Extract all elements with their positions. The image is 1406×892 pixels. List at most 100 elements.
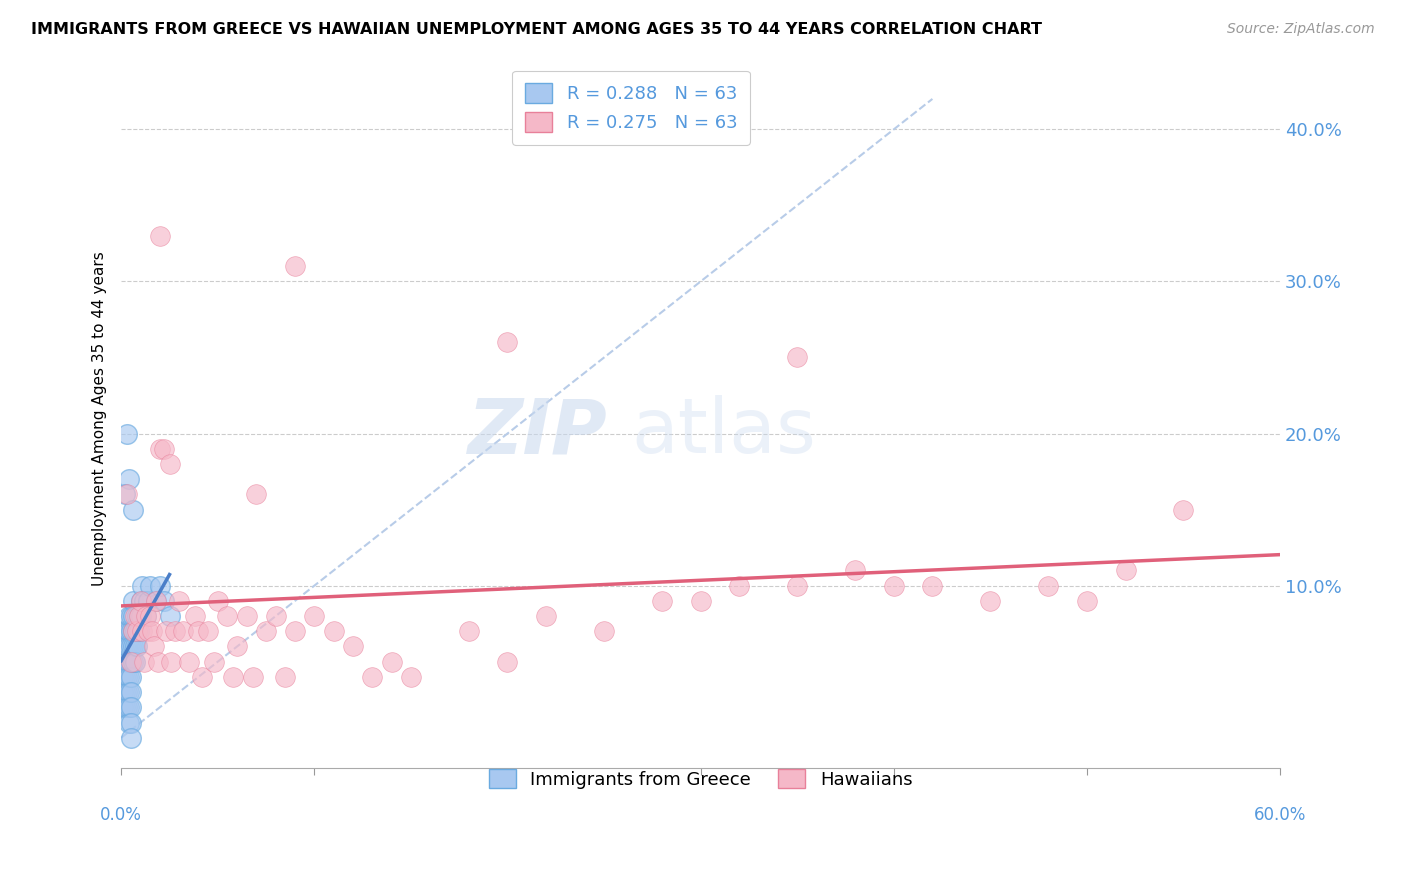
Point <box>979 594 1001 608</box>
Point <box>534 609 557 624</box>
Point <box>786 579 808 593</box>
Point <box>120 640 142 654</box>
Point <box>236 609 259 624</box>
Point <box>202 655 225 669</box>
Point <box>112 685 135 699</box>
Point <box>125 624 148 639</box>
Point <box>165 624 187 639</box>
Point <box>121 594 143 608</box>
Point <box>136 594 159 608</box>
Point <box>135 609 157 624</box>
Point <box>129 594 152 608</box>
Point <box>728 579 751 593</box>
Point <box>139 579 162 593</box>
Point <box>254 624 277 639</box>
Point <box>129 594 152 608</box>
Point <box>112 655 135 669</box>
Point <box>160 655 183 669</box>
Point <box>177 655 200 669</box>
Point <box>844 563 866 577</box>
Y-axis label: Unemployment Among Ages 35 to 44 years: Unemployment Among Ages 35 to 44 years <box>93 251 107 586</box>
Point <box>115 426 138 441</box>
Point <box>197 624 219 639</box>
Point <box>128 624 150 639</box>
Point <box>149 442 172 456</box>
Legend: Immigrants from Greece, Hawaiians: Immigrants from Greece, Hawaiians <box>479 760 921 797</box>
Point <box>399 670 422 684</box>
Point <box>361 670 384 684</box>
Point <box>118 700 141 714</box>
Point <box>245 487 267 501</box>
Point <box>112 700 135 714</box>
Point <box>121 640 143 654</box>
Text: ZIP: ZIP <box>468 395 607 469</box>
Point <box>155 624 177 639</box>
Point <box>159 457 181 471</box>
Point <box>115 487 138 501</box>
Point <box>187 624 209 639</box>
Point <box>131 624 153 639</box>
Point <box>120 655 142 669</box>
Point <box>115 670 138 684</box>
Point <box>115 655 138 669</box>
Point <box>921 579 943 593</box>
Point <box>118 624 141 639</box>
Text: 0.0%: 0.0% <box>100 806 142 824</box>
Point <box>183 609 205 624</box>
Point <box>118 609 141 624</box>
Point <box>222 670 245 684</box>
Point <box>134 594 156 608</box>
Point <box>120 609 142 624</box>
Point <box>141 624 163 639</box>
Point <box>118 655 141 669</box>
Point <box>118 685 141 699</box>
Point <box>114 685 136 699</box>
Point <box>149 579 172 593</box>
Point <box>1115 563 1137 577</box>
Point <box>114 624 136 639</box>
Point <box>112 640 135 654</box>
Point <box>207 594 229 608</box>
Point <box>264 609 287 624</box>
Point <box>114 655 136 669</box>
Point <box>115 640 138 654</box>
Point <box>191 670 214 684</box>
Point <box>651 594 673 608</box>
Point <box>120 655 142 669</box>
Point <box>322 624 344 639</box>
Point <box>152 442 174 456</box>
Point <box>115 700 138 714</box>
Point <box>883 579 905 593</box>
Point <box>124 655 146 669</box>
Point <box>120 715 142 730</box>
Point <box>125 640 148 654</box>
Point <box>496 655 519 669</box>
Point <box>112 670 135 684</box>
Point <box>134 655 156 669</box>
Point <box>457 624 479 639</box>
Point <box>135 609 157 624</box>
Point <box>1038 579 1060 593</box>
Point <box>121 655 143 669</box>
Point <box>121 609 143 624</box>
Point <box>284 259 307 273</box>
Point <box>304 609 326 624</box>
Point <box>114 640 136 654</box>
Point <box>115 624 138 639</box>
Point <box>118 670 141 684</box>
Point <box>125 624 148 639</box>
Point <box>131 579 153 593</box>
Text: atlas: atlas <box>631 395 815 469</box>
Point <box>145 594 167 608</box>
Point <box>124 640 146 654</box>
Point <box>124 624 146 639</box>
Point <box>342 640 364 654</box>
Point <box>115 640 138 654</box>
Point <box>139 609 162 624</box>
Point <box>114 670 136 684</box>
Point <box>786 351 808 365</box>
Point <box>167 594 190 608</box>
Point <box>124 609 146 624</box>
Point <box>121 624 143 639</box>
Point <box>118 715 141 730</box>
